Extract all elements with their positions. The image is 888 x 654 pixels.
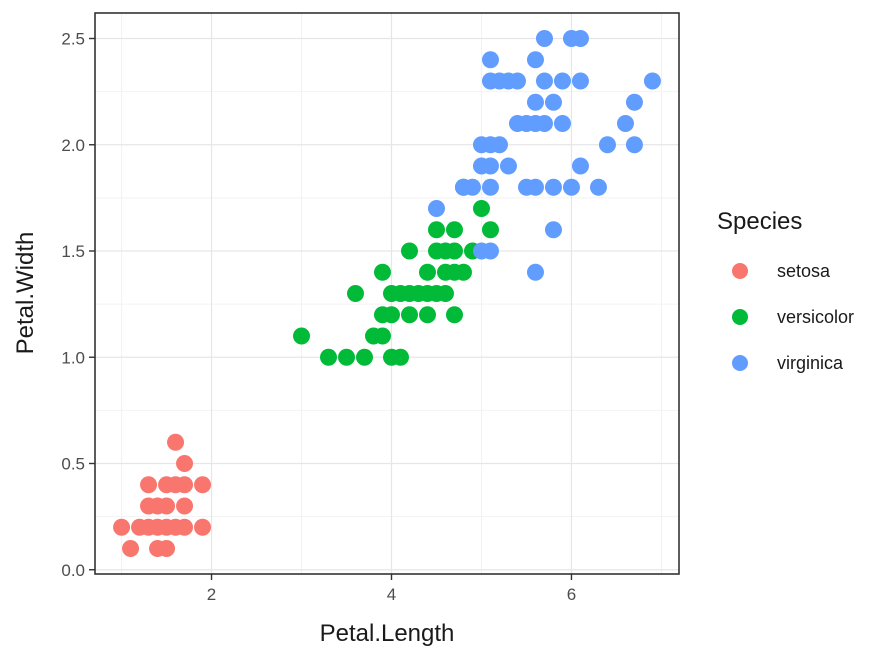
data-point-virginica xyxy=(625,93,643,111)
legend-label-setosa: setosa xyxy=(777,261,831,281)
data-points xyxy=(113,30,661,557)
data-point-virginica xyxy=(526,263,544,281)
data-point-virginica xyxy=(562,178,580,196)
data-point-versicolor xyxy=(382,306,400,324)
data-point-virginica xyxy=(481,178,499,196)
data-point-versicolor xyxy=(445,242,463,260)
data-point-versicolor xyxy=(445,221,463,239)
x-tick-label: 4 xyxy=(387,585,396,604)
data-point-virginica xyxy=(481,242,499,260)
data-point-virginica xyxy=(616,115,634,132)
data-point-virginica xyxy=(598,136,616,154)
data-point-versicolor xyxy=(400,242,418,260)
data-point-versicolor xyxy=(418,306,436,324)
y-tick-label: 0.0 xyxy=(61,561,85,580)
data-point-virginica xyxy=(544,178,562,196)
data-point-virginica xyxy=(571,30,589,47)
y-tick-label: 2.5 xyxy=(61,30,85,49)
data-point-virginica xyxy=(544,221,562,239)
data-point-virginica xyxy=(625,136,643,154)
data-point-virginica xyxy=(535,115,553,132)
data-point-setosa xyxy=(194,518,212,536)
data-point-setosa xyxy=(122,540,140,557)
data-point-setosa xyxy=(140,476,158,494)
y-tick-label: 2.0 xyxy=(61,136,85,155)
data-point-versicolor xyxy=(374,327,392,345)
data-point-versicolor xyxy=(481,221,499,239)
data-point-versicolor xyxy=(436,285,454,302)
data-point-virginica xyxy=(490,136,508,154)
axes: 2 4 6 0.0 0.5 1.0 1.5 2.0 2.5 xyxy=(61,30,576,605)
data-point-virginica xyxy=(481,157,499,175)
data-point-virginica xyxy=(544,93,562,111)
y-tick-label: 1.0 xyxy=(61,348,85,367)
data-point-setosa xyxy=(113,518,131,536)
data-point-virginica xyxy=(535,30,553,47)
y-tick-label: 1.5 xyxy=(61,242,85,261)
y-tick-label: 0.5 xyxy=(61,455,85,474)
data-point-virginica xyxy=(526,93,544,111)
data-point-virginica xyxy=(499,157,517,175)
data-point-versicolor xyxy=(391,348,409,366)
panel-border xyxy=(94,12,680,575)
x-tick-label: 2 xyxy=(207,585,216,604)
legend-items: setosa versicolor virginica xyxy=(732,261,854,373)
data-point-versicolor xyxy=(338,348,356,366)
data-point-virginica xyxy=(553,115,571,132)
data-point-virginica xyxy=(571,157,589,175)
data-point-versicolor xyxy=(356,348,374,366)
legend-label-versicolor: versicolor xyxy=(777,307,854,327)
data-point-virginica xyxy=(508,72,526,90)
legend-label-virginica: virginica xyxy=(777,353,844,373)
data-point-versicolor xyxy=(347,285,365,302)
data-point-setosa xyxy=(167,433,185,451)
data-point-setosa xyxy=(176,455,194,472)
data-point-virginica xyxy=(526,51,544,69)
data-point-versicolor xyxy=(472,200,490,217)
data-point-virginica xyxy=(643,72,661,90)
data-point-versicolor xyxy=(293,327,311,345)
x-tick-label: 6 xyxy=(567,585,576,604)
data-point-versicolor xyxy=(427,221,445,239)
legend-key-setosa xyxy=(732,263,748,279)
data-point-versicolor xyxy=(445,306,463,324)
data-point-virginica xyxy=(481,51,499,69)
data-point-virginica xyxy=(535,72,553,90)
y-axis-title: Petal.Width xyxy=(12,232,39,355)
data-point-virginica xyxy=(427,200,445,217)
data-point-setosa xyxy=(176,518,194,536)
data-point-setosa xyxy=(194,476,212,494)
data-point-setosa xyxy=(158,540,176,557)
data-point-virginica xyxy=(553,72,571,90)
data-point-setosa xyxy=(176,476,194,494)
data-point-setosa xyxy=(158,497,176,515)
data-point-virginica xyxy=(526,178,544,196)
legend-key-virginica xyxy=(732,355,748,371)
legend-title: Species xyxy=(717,208,802,235)
data-point-versicolor xyxy=(400,306,418,324)
data-point-virginica xyxy=(589,178,607,196)
data-point-versicolor xyxy=(454,263,472,281)
data-point-virginica xyxy=(463,178,481,196)
legend-key-versicolor xyxy=(732,309,748,325)
data-point-virginica xyxy=(571,72,589,90)
data-point-versicolor xyxy=(320,348,338,366)
legend: Species setosa versicolor virginica xyxy=(717,208,854,373)
x-axis-title: Petal.Length xyxy=(320,620,455,647)
data-point-setosa xyxy=(176,497,194,515)
data-point-versicolor xyxy=(374,263,392,281)
data-point-versicolor xyxy=(418,263,436,281)
